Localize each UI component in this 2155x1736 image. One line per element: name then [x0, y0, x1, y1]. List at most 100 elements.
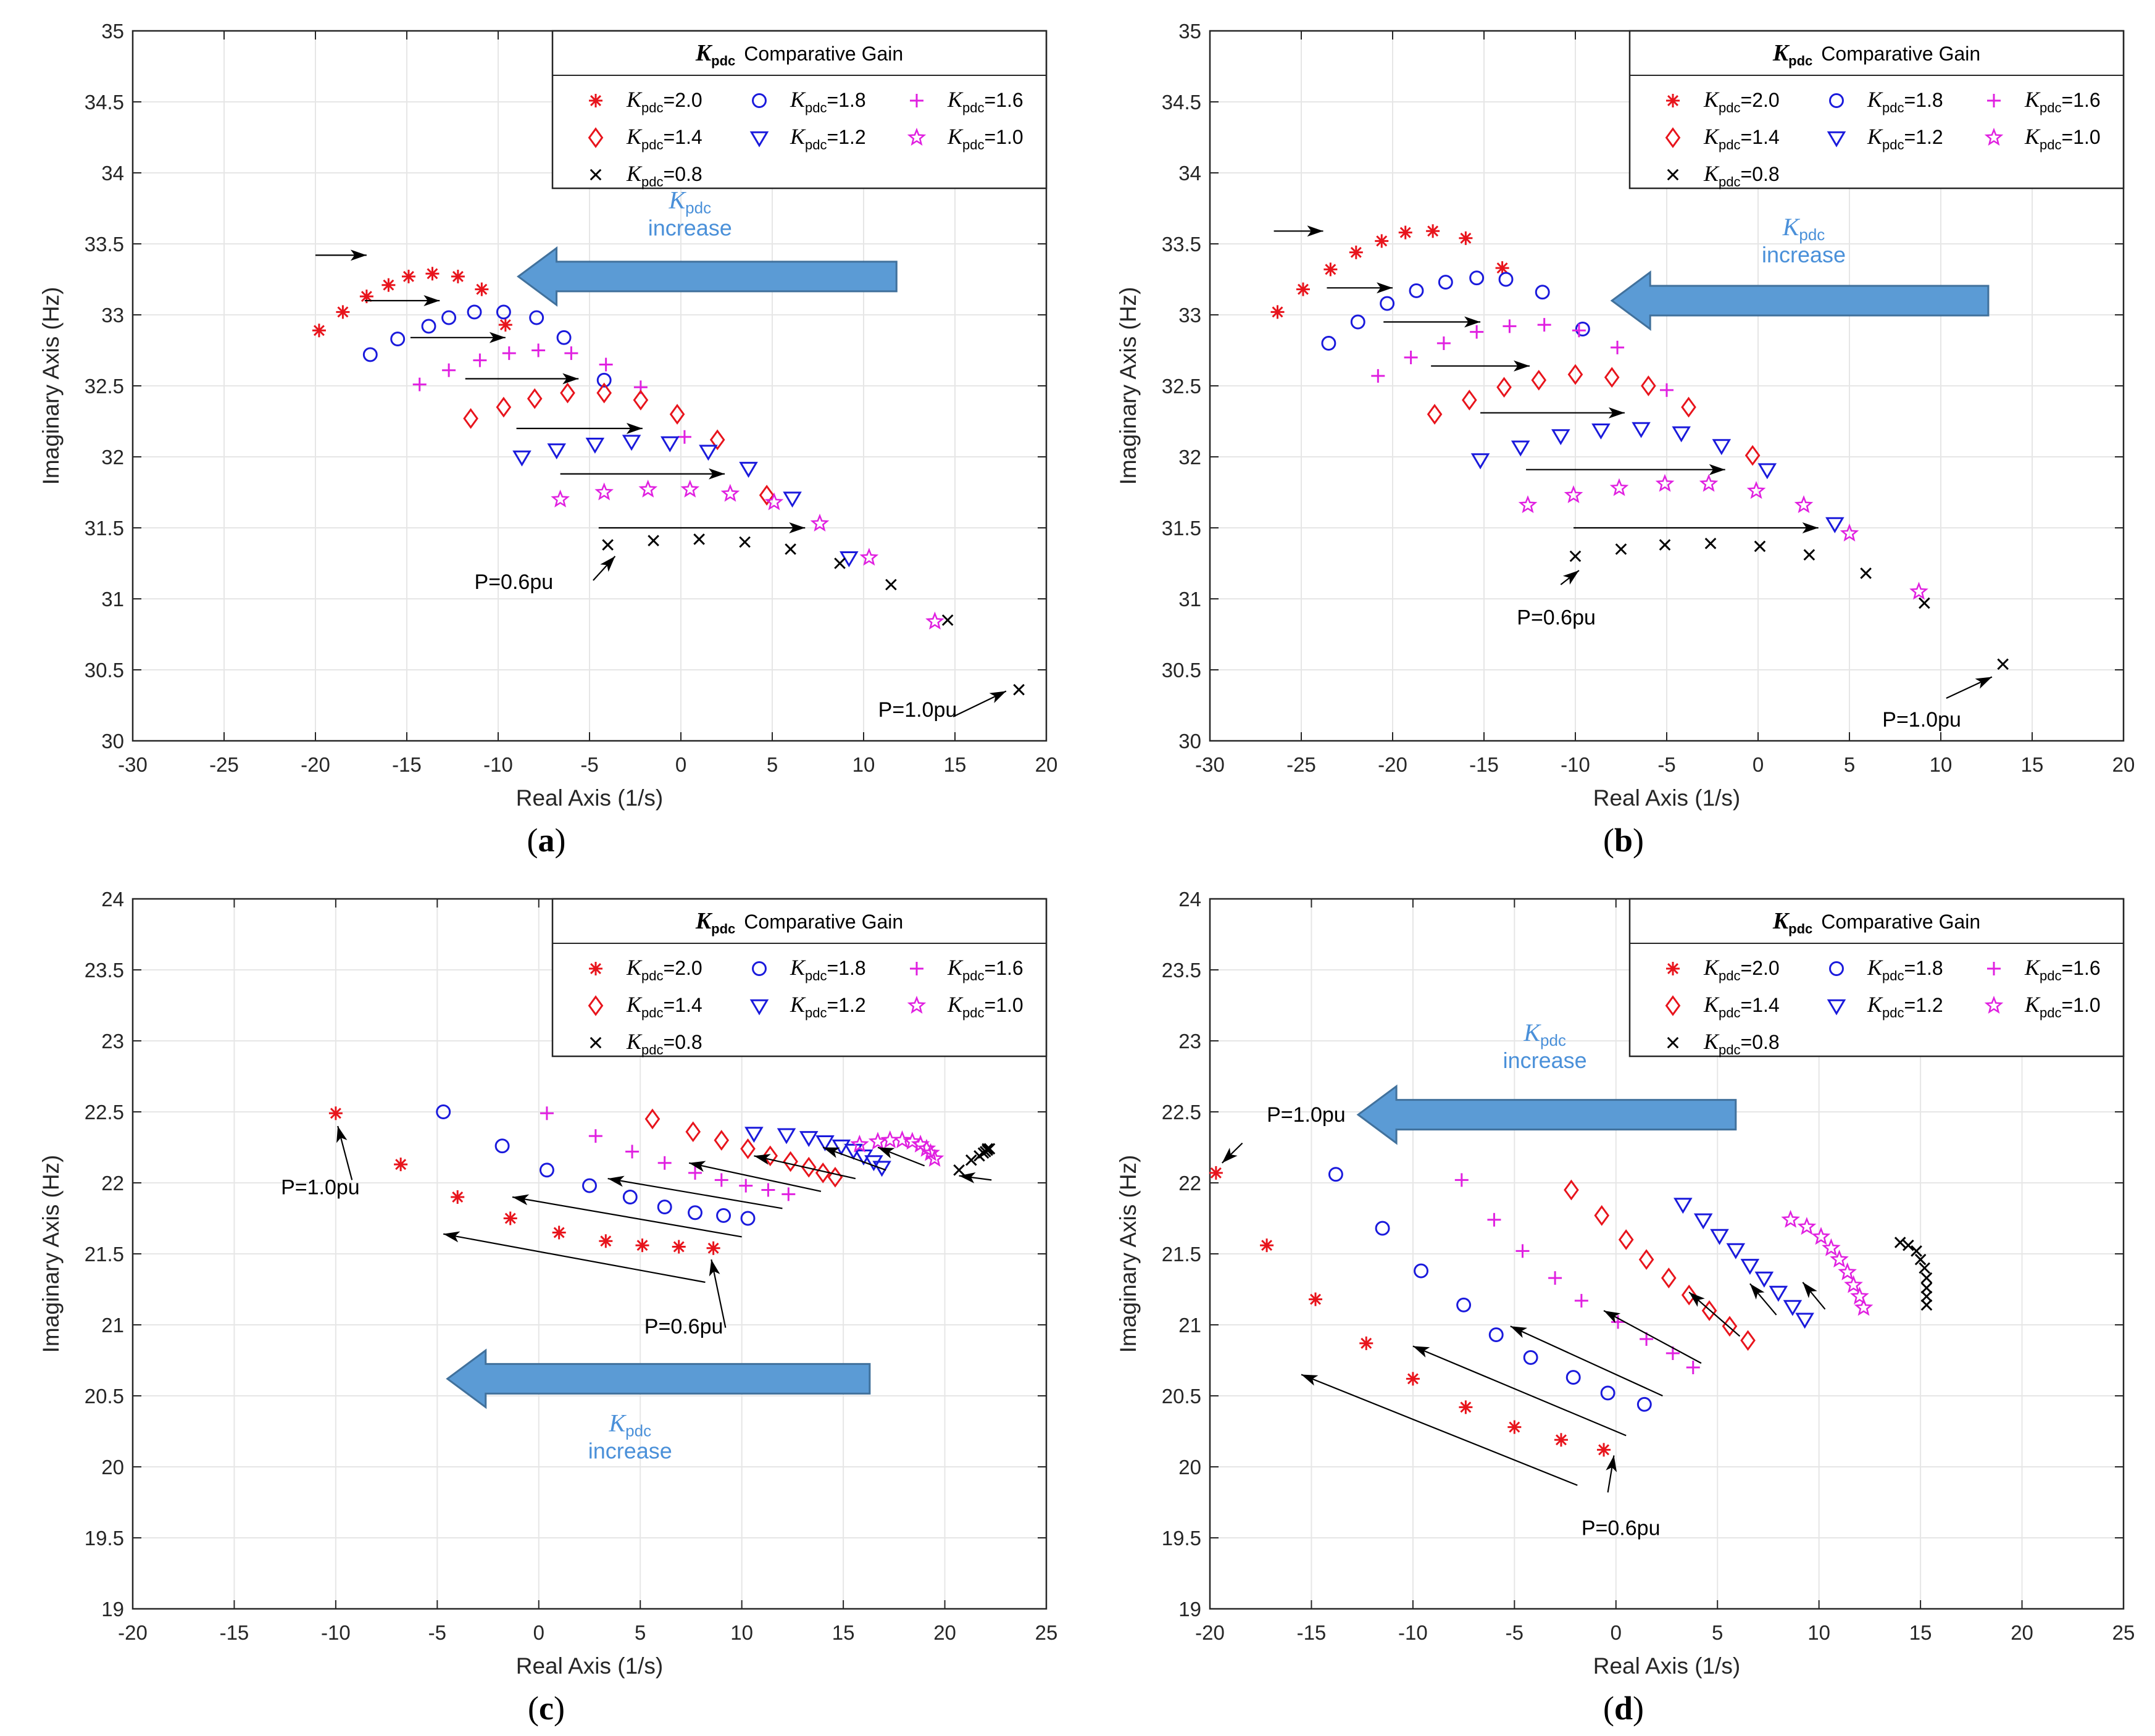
data-point — [1271, 305, 1285, 319]
y-tick-label: 19.5 — [85, 1527, 124, 1550]
data-point — [1554, 1433, 1568, 1446]
data-point — [1323, 262, 1337, 276]
data-point — [394, 1158, 407, 1171]
data-point — [1260, 1238, 1273, 1252]
operating-point-label: P=1.0pu — [878, 698, 957, 722]
legend-marker-asterisk — [1666, 962, 1680, 975]
y-tick-label: 22 — [1178, 1172, 1201, 1195]
panel-label-d: (d) — [1562, 1689, 1685, 1727]
x-axis-label: Real Axis (1/s) — [1593, 1653, 1741, 1679]
y-tick-label: 35 — [101, 20, 124, 43]
y-tick-label: 33.5 — [1162, 233, 1201, 256]
data-point — [1459, 1400, 1472, 1414]
y-tick-label: 22.5 — [85, 1101, 124, 1124]
data-point — [312, 323, 326, 337]
x-tick-label: -15 — [220, 1621, 249, 1644]
legend-marker-asterisk — [1666, 94, 1680, 107]
legend-marker-asterisk — [589, 94, 602, 107]
operating-point-label: P=0.6pu — [1517, 606, 1596, 629]
legend: Kpdc Comparative GainKpdc=2.0 Kpdc=1.8 Kpdc… — [552, 899, 1046, 1058]
x-tick-label: 10 — [730, 1621, 753, 1644]
x-tick-label: 5 — [1712, 1621, 1723, 1644]
x-tick-label: -10 — [1561, 753, 1590, 776]
y-tick-label: 31.5 — [1162, 517, 1201, 540]
y-axis-label: Imaginary Axis (Hz) — [1115, 1155, 1141, 1353]
data-point — [451, 1190, 464, 1204]
x-tick-label: 15 — [2021, 753, 2044, 776]
y-tick-label: 31 — [1178, 588, 1201, 611]
panel-a: -30 -25 -20 -15 -10 -5 0 5 10 15 20 30 30.5 31 31.5 32 3… — [0, 0, 1077, 868]
y-tick-label: 32 — [1178, 446, 1201, 469]
kpdc-increase-text: increase — [588, 1438, 672, 1464]
legend: Kpdc Comparative GainKpdc=2.0 Kpdc=1.8 Kpdc… — [1630, 899, 2124, 1058]
y-tick-label: 33 — [1178, 304, 1201, 327]
y-tick-label: 32 — [101, 446, 124, 469]
y-tick-label: 20.5 — [85, 1385, 124, 1408]
x-tick-label: -25 — [209, 753, 239, 776]
operating-point-label: P=0.6pu — [1582, 1516, 1661, 1540]
y-tick-label: 19 — [101, 1598, 124, 1621]
y-tick-label: 33.5 — [85, 233, 124, 256]
operating-point-label: P=1.0pu — [1267, 1103, 1346, 1127]
y-tick-label: 21 — [101, 1314, 124, 1337]
x-tick-label: 15 — [1909, 1621, 1932, 1644]
x-tick-label: 5 — [635, 1621, 646, 1644]
x-axis-label: Real Axis (1/s) — [516, 785, 664, 811]
y-tick-label: 34 — [101, 162, 124, 185]
y-tick-label: 31.5 — [85, 517, 124, 540]
y-tick-label: 30 — [101, 730, 124, 753]
x-tick-label: 15 — [944, 753, 967, 776]
y-tick-label: 34.5 — [1162, 91, 1201, 114]
y-axis-label: Imaginary Axis (Hz) — [38, 287, 64, 485]
panel-d: -20 -15 -10 -5 0 5 10 15 20 25 19 19.5 20 20.5 21 21.5 2… — [1077, 868, 2154, 1736]
x-tick-label: 15 — [832, 1621, 855, 1644]
data-point — [381, 278, 395, 292]
x-axis-label: Real Axis (1/s) — [516, 1653, 664, 1679]
data-point — [1406, 1372, 1420, 1385]
data-point — [1209, 1166, 1223, 1180]
chart-b: -30 -25 -20 -15 -10 -5 0 5 10 15 203030.53131.5323… — [1077, 0, 2154, 868]
data-point — [599, 1234, 612, 1248]
y-tick-label: 21.5 — [85, 1243, 124, 1266]
data-point — [329, 1106, 343, 1120]
data-point — [425, 267, 439, 280]
data-point — [1597, 1443, 1611, 1456]
data-point — [504, 1212, 517, 1225]
y-axis-label: Imaginary Axis (Hz) — [1115, 287, 1141, 485]
chart-a: -30 -25 -20 -15 -10 -5 0 5 10 15 203030.53131.5323… — [0, 0, 1077, 868]
y-tick-label: 19.5 — [1162, 1527, 1201, 1550]
y-tick-label: 20.5 — [1162, 1385, 1201, 1408]
x-tick-label: -15 — [392, 753, 422, 776]
y-tick-label: 30 — [1178, 730, 1201, 753]
data-point — [1296, 283, 1310, 296]
x-tick-label: 5 — [1844, 753, 1855, 776]
data-point — [1349, 246, 1363, 259]
x-tick-label: -15 — [1469, 753, 1499, 776]
operating-point-label: P=1.0pu — [1882, 708, 1961, 732]
data-point — [499, 318, 512, 332]
x-tick-label: -20 — [301, 753, 330, 776]
y-tick-label: 30.5 — [1162, 659, 1201, 682]
data-point — [1426, 224, 1440, 238]
x-tick-label: -10 — [483, 753, 513, 776]
y-tick-label: 23.5 — [85, 959, 124, 982]
data-point — [1399, 226, 1412, 240]
data-point — [475, 283, 488, 296]
x-tick-label: -20 — [1195, 1621, 1225, 1644]
data-point — [1359, 1337, 1373, 1350]
y-tick-label: 20 — [101, 1456, 124, 1479]
y-axis-label: Imaginary Axis (Hz) — [38, 1155, 64, 1353]
data-point — [1507, 1421, 1521, 1434]
data-point — [672, 1240, 686, 1254]
x-tick-label: 20 — [2011, 1621, 2033, 1644]
x-tick-label: -10 — [321, 1621, 351, 1644]
x-tick-label: 10 — [1807, 1621, 1830, 1644]
kpdc-increase-text: increase — [1503, 1048, 1587, 1073]
x-tick-label: 25 — [1035, 1621, 1058, 1644]
x-tick-label: 25 — [2112, 1621, 2135, 1644]
y-tick-label: 22.5 — [1162, 1101, 1201, 1124]
data-point — [552, 1226, 566, 1240]
data-point — [1309, 1293, 1322, 1306]
panel-label-a: (a) — [485, 821, 608, 859]
y-tick-label: 22 — [101, 1172, 124, 1195]
